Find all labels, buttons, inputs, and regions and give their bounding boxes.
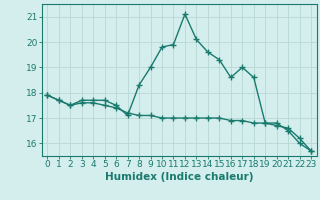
X-axis label: Humidex (Indice chaleur): Humidex (Indice chaleur) xyxy=(105,172,253,182)
